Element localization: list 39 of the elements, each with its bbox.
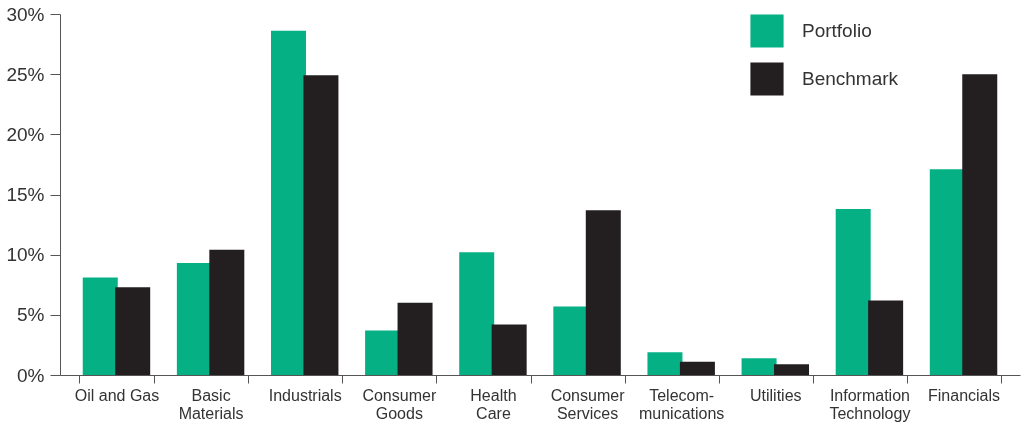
x-tick-label: Consumer Goods [362,386,437,422]
y-tick-label: 15% [6,184,45,205]
bar [929,169,965,375]
x-tick-label: Industrials [268,386,342,404]
bar [679,361,715,375]
x-tick-label: Health Care [470,386,517,422]
legend-label: Portfolio [802,20,872,41]
bar [397,302,433,375]
bar [82,277,118,375]
x-tick-label: Telecom- munications [638,386,725,422]
y-tick-label: 25% [6,63,45,85]
bar [962,74,998,375]
bar [553,306,589,375]
bar [365,330,401,375]
x-tick-label: Basic Materials [178,386,244,422]
bar [835,208,871,375]
legend-label: Benchmark [802,68,899,89]
bar [868,300,904,375]
y-tick-label: 30% [6,3,45,25]
y-tick-label: 20% [6,123,45,145]
bar [491,324,527,375]
bar [270,30,306,375]
x-tick-label: Information Technology [829,386,911,422]
bar [459,252,495,375]
x-tick-label: Consumer Services [550,386,626,422]
x-tick-label: Financials [928,386,1001,404]
x-tick-label: Utilities [750,386,802,404]
bar [647,352,683,375]
y-tick-label: 0% [17,364,45,386]
bar [209,249,245,375]
bar [115,287,151,375]
y-tick-label: 5% [17,304,45,326]
bar [176,263,212,375]
bar [774,364,810,375]
y-tick-label: 10% [6,244,45,266]
x-tick-label: Oil and Gas [74,386,160,404]
bar [585,210,621,375]
bar [303,75,339,375]
bar [741,358,777,375]
